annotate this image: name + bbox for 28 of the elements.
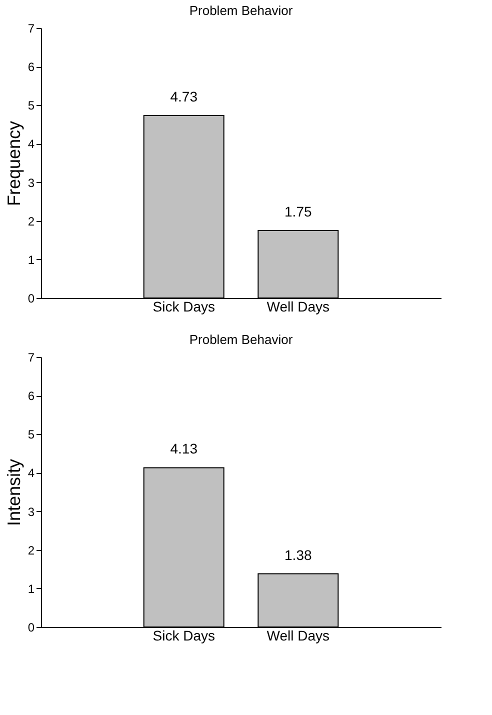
y-tick-label: 2 [28, 214, 35, 228]
y-axis-title: Frequency [4, 120, 24, 206]
y-tick-label: 2 [28, 543, 35, 558]
y-tick-label: 3 [28, 176, 35, 190]
y-tick-label: 1 [28, 582, 35, 596]
data-label: 4.73 [170, 88, 198, 105]
data-label: 1.38 [284, 546, 312, 563]
y-tick-label: 0 [28, 292, 35, 306]
y-tick-label: 6 [28, 389, 35, 404]
y-tick-label: 0 [28, 620, 35, 634]
x-tick-label: Well Days [266, 628, 330, 644]
y-tick-label: 4 [28, 137, 35, 152]
y-tick-label: 7 [28, 350, 35, 364]
chart-title: Problem Behavior [189, 3, 294, 18]
x-tick-label: Well Days [266, 298, 330, 314]
y-tick-label: 7 [28, 22, 35, 36]
y-tick-label: 5 [28, 98, 35, 113]
y-tick-label: 4 [28, 466, 35, 480]
y-tick-label: 1 [28, 252, 35, 267]
x-tick-label: Sick Days [152, 298, 215, 314]
data-label: 4.13 [170, 440, 198, 457]
y-axis-title: Intensity [4, 458, 24, 526]
y-tick-label: 6 [28, 60, 35, 74]
y-tick-label: 5 [28, 428, 35, 442]
x-tick-label: Sick Days [152, 628, 215, 644]
chart-title: Problem Behavior [189, 332, 294, 347]
y-tick-label: 3 [28, 504, 35, 519]
data-label: 1.75 [284, 204, 312, 220]
